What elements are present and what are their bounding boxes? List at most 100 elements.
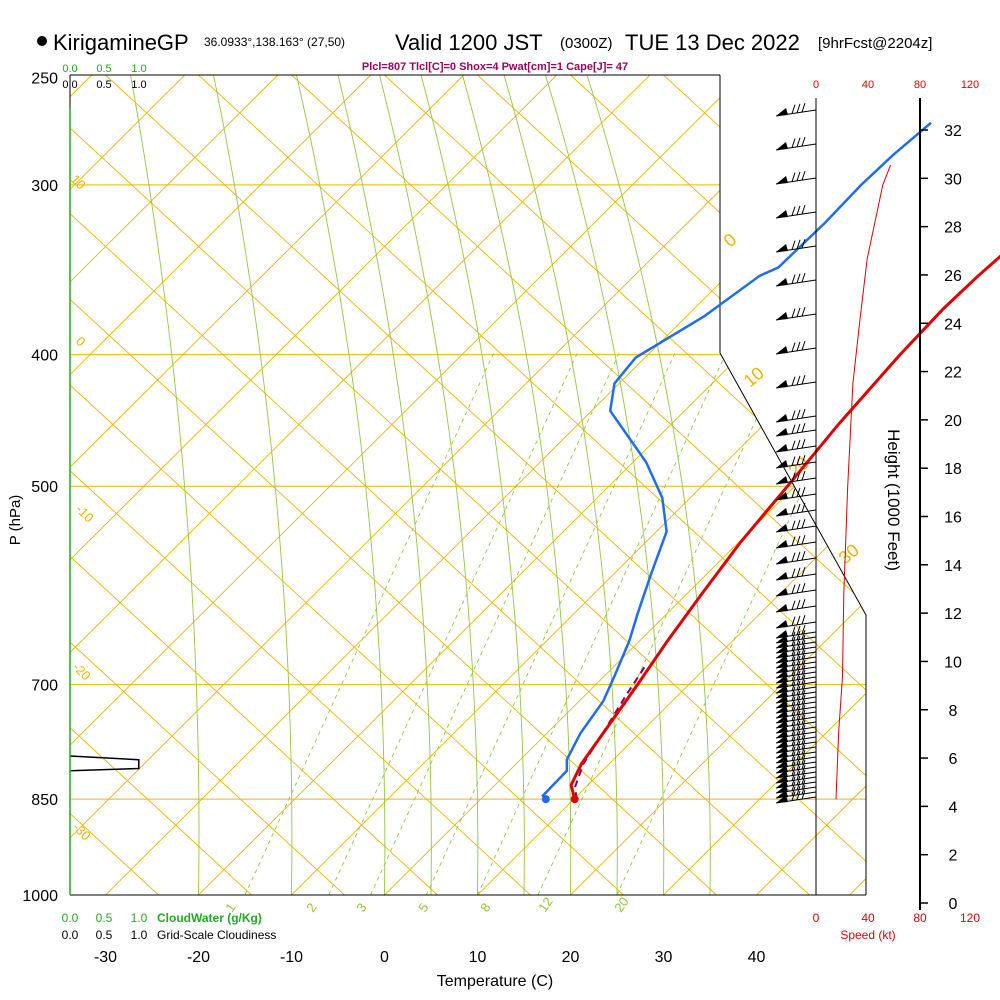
grid-lines (70, 75, 1000, 895)
wind-barb (775, 454, 817, 469)
pressure-tick-label: 250 (31, 70, 58, 87)
wind-barb-feather (791, 741, 796, 751)
dry-adiabat-line (70, 75, 866, 895)
wind-barb-feather (801, 709, 806, 720)
wind-barb-feather (796, 775, 801, 786)
isotherm-line (70, 75, 744, 895)
cloudiness-profile (69, 755, 140, 772)
wind-barb-feather (796, 239, 801, 250)
wind-barb (775, 550, 817, 565)
wind-barb-feather (801, 470, 806, 481)
wind-barb-feather (791, 751, 796, 761)
wind-barb-feather (796, 785, 801, 796)
wind-barb (775, 170, 817, 185)
wind-barb-feather (791, 552, 796, 562)
wind-barb (775, 502, 817, 517)
wind-barb-feather (801, 744, 806, 755)
isotherm-line (663, 75, 866, 895)
wind-barb-feather (791, 656, 796, 666)
wind-barb-feather (796, 273, 801, 284)
wind-barb-feather (791, 676, 796, 686)
wind-barb-feather (796, 551, 801, 562)
data-series (69, 102, 1000, 804)
wind-barb-feather (801, 624, 806, 635)
wind-barb-feather (796, 635, 801, 646)
wind-barb-feather (791, 568, 796, 578)
moist-adiabat-line (130, 75, 200, 895)
temperature-tick-label: -30 (94, 949, 117, 966)
wind-barb-feather (791, 584, 796, 594)
dry-adiabat-line (70, 75, 717, 895)
wind-barb-feather (791, 308, 796, 318)
wind-barb-feather (796, 171, 801, 182)
wind-barb-feather (801, 614, 806, 625)
mixing-ratio-line (477, 349, 728, 895)
temperature-tick-label: -20 (187, 949, 210, 966)
mixing-ratio-line (328, 349, 580, 895)
temperature-tick-label: -10 (280, 949, 303, 966)
mixing-ratio-line (616, 349, 866, 895)
height-tick-label: 18 (944, 461, 962, 478)
wind-barb-feather (796, 471, 801, 482)
wind-barb-flag (776, 620, 788, 628)
isotherm-line (943, 75, 1000, 895)
isotherm-line (70, 75, 465, 895)
valid-time: Valid 1200 JST (395, 30, 543, 55)
wind-barb-feather (801, 789, 806, 800)
wind-barb (775, 374, 817, 389)
wind-barb-feather (791, 761, 796, 771)
isotherm-line (70, 75, 837, 895)
speed-bottom-tick: 120 (960, 911, 980, 925)
wind-barb-feather (796, 487, 801, 498)
wind-barb-feather (801, 749, 806, 760)
cloudiness-bottom-tick: 1.0 (131, 928, 148, 942)
valid-date: TUE 13 Dec 2022 (625, 30, 800, 55)
pressure-tick-label: 850 (31, 792, 58, 809)
wind-barb-flag (776, 460, 788, 468)
wind-barb-feather (801, 204, 806, 215)
wind-barb-flag (776, 414, 788, 422)
wind-barb-feather (801, 714, 806, 725)
wind-barb-feather (791, 488, 796, 498)
cloudwater-bottom-tick: 0.5 (96, 911, 113, 925)
wind-barb-feather (796, 341, 801, 352)
isotherm-line (70, 75, 651, 895)
mixing-ratio-line (425, 349, 677, 895)
moist-adiabat-line (545, 75, 665, 895)
wind-barb-feather (801, 340, 806, 351)
wind-barb-feather (801, 438, 806, 449)
dewpoint-line (541, 121, 932, 801)
cloudwater-top-tick: 1.0 (131, 63, 146, 75)
wind-barb (775, 582, 817, 597)
mixing-ratio-line (244, 349, 496, 895)
wind-barb-feather (791, 661, 796, 671)
wind-barb-feather (796, 640, 801, 651)
cloudwater-top-tick: 0.0 (62, 63, 77, 75)
wind-barb-feather (801, 719, 806, 730)
dry-adiabat-line (943, 75, 1000, 895)
wind-barb-feather (796, 750, 801, 761)
wind-barb-flag (776, 108, 788, 116)
wind-barb (775, 238, 817, 253)
wind-barb-feather (801, 306, 806, 317)
wind-barb-feather (791, 766, 796, 776)
wind-barb-feather (796, 660, 801, 671)
wind-barb-feather (791, 746, 796, 756)
wind-barb-feather (796, 715, 801, 726)
speed-bottom-tick: 40 (861, 911, 875, 925)
surface-temperature-point (570, 795, 579, 804)
wind-barb-feather (791, 472, 796, 482)
wind-barb-feather (796, 625, 801, 636)
height-tick-label: 28 (944, 220, 962, 237)
speed-bottom-tick: 80 (913, 911, 927, 925)
wind-barb (775, 669, 817, 684)
wind-barb-feather (796, 705, 801, 716)
moist-adiabat-line (503, 75, 618, 895)
temperature-tick-label: 20 (562, 949, 580, 966)
wind-barb (775, 422, 817, 437)
wind-barb-feather (796, 375, 801, 386)
dry-adiabat-line (663, 75, 866, 895)
wind-barb-flag (776, 795, 788, 803)
wind-barb-feather (791, 536, 796, 546)
